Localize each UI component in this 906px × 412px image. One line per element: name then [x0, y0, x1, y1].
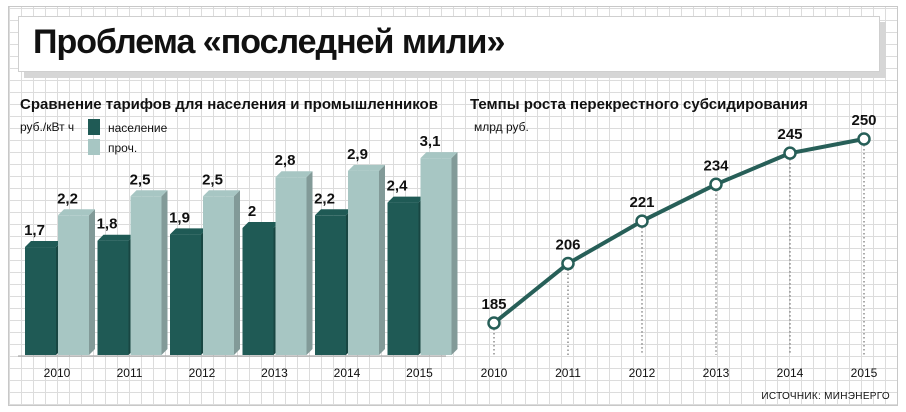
bar-2011-population [97, 240, 129, 355]
bar-side-2014-1 [379, 164, 385, 355]
line-value-label: 221 [629, 194, 654, 211]
bar-value-label: 2 [248, 203, 256, 220]
bar-2011-other [130, 196, 162, 355]
bar-2015-other [420, 158, 452, 355]
bar-value-label: 1,8 [97, 216, 118, 233]
bar-side-2013-1 [306, 171, 313, 355]
line-value-label: 234 [703, 157, 729, 174]
line-series [492, 137, 865, 325]
bar-category-label: 2010 [44, 366, 71, 380]
bar-value-label: 3,1 [420, 133, 441, 150]
bar-2014-population [315, 215, 346, 355]
bar-value-label: 2,2 [57, 190, 78, 207]
line-value-label: 250 [851, 112, 876, 129]
page-title: Проблема «последней мили» [33, 23, 505, 61]
bar-top-2015-1 [420, 152, 458, 159]
bar-top-2012-0 [170, 228, 207, 235]
bar-2015-population [387, 202, 419, 355]
line-value-label: 206 [555, 237, 580, 254]
bar-category-label: 2011 [117, 366, 143, 380]
bar-2013-other [275, 177, 307, 355]
bar-top-2011-0 [97, 234, 135, 241]
bar-top-2013-0 [242, 222, 280, 228]
line-x-tick-label: 2011 [555, 366, 581, 380]
legend-label-population: население [108, 121, 168, 135]
line-x-tick-label: 2010 [481, 366, 508, 380]
bar-2010-population [25, 247, 56, 355]
bar-value-label: 2,4 [387, 178, 409, 195]
line-x-tick-label: 2012 [629, 366, 656, 380]
bar-side-2015-1 [451, 152, 458, 355]
bar-category-label: 2012 [189, 366, 216, 380]
bar-top-2010-0 [25, 241, 62, 248]
bar-category-label: 2014 [334, 366, 361, 380]
bar-2013-population [242, 228, 274, 355]
legend-swatch-population [88, 119, 100, 135]
bar-category-label: 2013 [261, 366, 288, 380]
line-value-label: 245 [777, 126, 802, 143]
bar-top-2014-0 [315, 209, 352, 216]
line-point-2010 [487, 316, 501, 330]
line-point-2015 [857, 132, 871, 146]
bar-value-label: 1,9 [169, 209, 190, 226]
line-x-tick-label: 2014 [777, 366, 804, 380]
bar-value-label: 2,5 [202, 171, 223, 188]
line-point-2012 [635, 214, 649, 228]
line-x-tick-label: 2015 [851, 366, 878, 380]
bar-side-2010-1 [89, 209, 95, 355]
line-chart-title: Темпы роста перекрестного субсидирования [470, 96, 808, 113]
bar-value-label: 1,7 [24, 222, 45, 239]
bar-side-2012-1 [234, 190, 240, 355]
bar-chart-unit: руб./кВт ч [20, 120, 75, 134]
legend-label-other: проч. [108, 141, 138, 155]
line-point-2013 [709, 177, 723, 192]
line-point-2011 [561, 256, 575, 271]
bar-top-2014-1 [348, 164, 385, 171]
line-value-label: 185 [481, 296, 506, 313]
line-x-tick-label: 2013 [703, 366, 730, 380]
bar-value-label: 2,5 [130, 171, 151, 188]
bar-top-2010-1 [58, 209, 95, 216]
bar-top-2013-1 [275, 171, 313, 178]
line-chart-unit: млрд руб. [474, 120, 529, 134]
bar-value-label: 2,9 [347, 146, 368, 163]
bar-top-2015-0 [387, 196, 425, 203]
bar-side-2011-1 [161, 190, 168, 355]
bar-category-label: 2015 [406, 366, 433, 380]
bar-2012-population [170, 234, 201, 355]
legend-swatch-other [88, 139, 100, 155]
source-note: ИСТОЧНИК: МИНЭНЕРГО [761, 391, 890, 402]
line-point-2014 [783, 146, 797, 160]
bar-top-2011-1 [130, 190, 168, 197]
bar-chart-title: Сравнение тарифов для населения и промыш… [20, 96, 438, 113]
title-box: Проблема «последней мили» [18, 16, 880, 72]
bar-top-2012-1 [203, 190, 240, 197]
bar-2012-other [203, 196, 234, 355]
bar-value-label: 2,8 [275, 152, 296, 169]
bar-2010-other [58, 215, 89, 355]
bar-2014-other [348, 170, 379, 355]
bar-value-label: 2,2 [314, 190, 335, 207]
